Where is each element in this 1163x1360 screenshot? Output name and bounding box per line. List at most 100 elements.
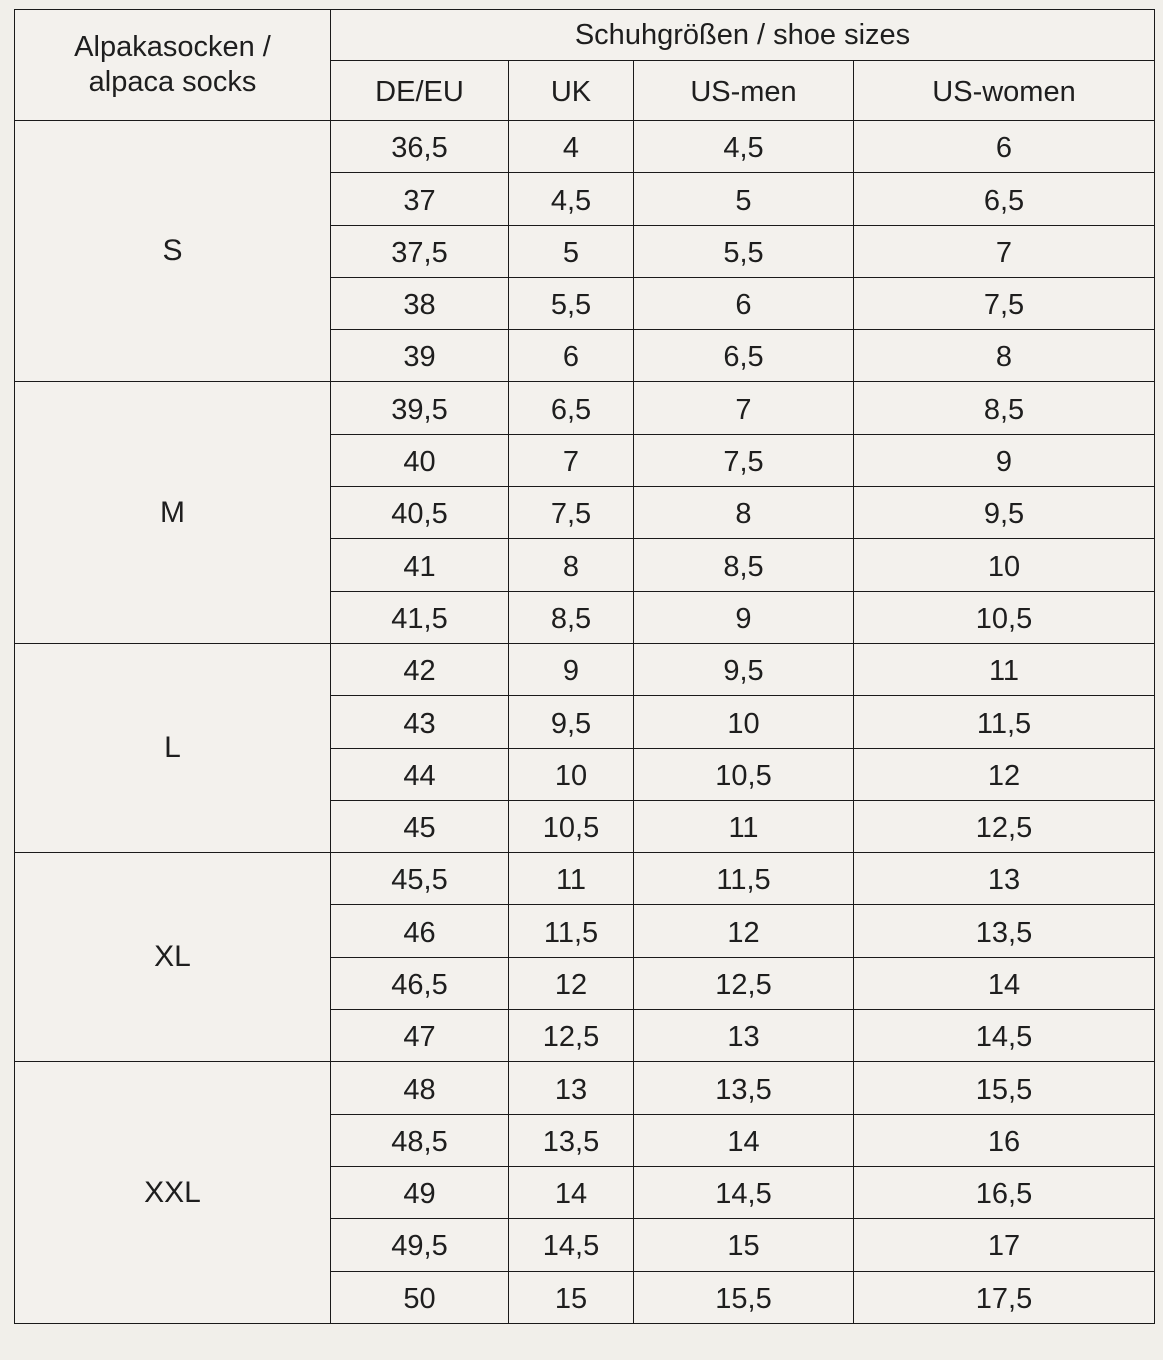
cell-uk: 13,5: [508, 1113, 634, 1167]
cell-us-men: 9,5: [633, 642, 854, 697]
cell-uk: 6: [508, 329, 634, 383]
cell-us-women: 14,5: [853, 1009, 1155, 1063]
table-row: 49 14 14,5 16,5: [15, 1165, 1155, 1220]
cell-us-men: 11: [633, 799, 854, 854]
cell-de-eu: 36,5: [330, 119, 509, 174]
sock-size-cell: S: [14, 119, 331, 383]
cell-us-women: 6: [853, 119, 1155, 174]
cell-us-women: 11,5: [853, 695, 1155, 749]
cell-us-women: 9: [853, 433, 1155, 488]
cell-de-eu: 39,5: [330, 381, 509, 435]
cell-us-men: 12,5: [633, 956, 854, 1011]
table-row: 49,5 14,5 15 17: [15, 1218, 1155, 1272]
cell-uk: 6,5: [508, 381, 634, 435]
table-row: 46 11,5 12 13,5: [15, 904, 1155, 958]
cell-uk: 7: [508, 433, 634, 488]
cell-us-men: 11,5: [633, 852, 854, 906]
cell-us-women: 7: [853, 224, 1155, 278]
cell-de-eu: 37: [330, 172, 509, 226]
cell-uk: 11: [508, 852, 634, 906]
cell-us-men: 5: [633, 172, 854, 226]
cell-de-eu: 47: [330, 1009, 509, 1063]
cell-us-women: 11: [853, 642, 1155, 697]
cell-uk: 14: [508, 1165, 634, 1220]
cell-uk: 8: [508, 538, 634, 592]
cell-us-women: 12: [853, 747, 1155, 801]
cell-de-eu: 50: [330, 1270, 509, 1324]
cell-uk: 12: [508, 956, 634, 1011]
cell-uk: 14,5: [508, 1218, 634, 1272]
cell-uk: 9,5: [508, 695, 634, 749]
cell-de-eu: 48,5: [330, 1113, 509, 1167]
table-row: 40 7 7,5 9: [15, 433, 1155, 488]
table-row: S 36,5 4 4,5 6: [14, 119, 1155, 383]
cell-us-women: 8: [853, 329, 1155, 383]
cell-uk: 13: [508, 1061, 634, 1115]
cell-us-men: 14: [633, 1113, 854, 1167]
cell-de-eu: 40: [330, 433, 509, 488]
cell-de-eu: 44: [330, 747, 509, 801]
cell-uk: 8,5: [508, 590, 634, 644]
cell-us-women: 6,5: [853, 172, 1155, 226]
cell-de-eu: 40,5: [330, 486, 509, 540]
sock-size-cell: M: [14, 381, 331, 644]
cell-de-eu: 49: [330, 1165, 509, 1220]
cell-de-eu: 45: [330, 799, 509, 854]
sock-size-cell: XXL: [14, 1061, 331, 1324]
cell-de-eu: 42: [330, 642, 509, 697]
table-body: S 36,5 4 4,5 6 37 4,5 5 6,5 37,5 5 5,5 7 38 5,5 6 7,5 39 6…: [14, 119, 1155, 1324]
col-header-us-men: US-men: [633, 60, 854, 121]
table-row: 39 6 6,5 8: [15, 329, 1155, 383]
cell-de-eu: 49,5: [330, 1218, 509, 1272]
cell-us-women: 16,5: [853, 1165, 1155, 1220]
cell-de-eu: 48: [330, 1061, 509, 1115]
cell-us-women: 13: [853, 852, 1155, 906]
cell-uk: 5,5: [508, 276, 634, 331]
sock-size-cell: XL: [14, 852, 331, 1063]
cell-uk: 10: [508, 747, 634, 801]
cell-de-eu: 46: [330, 904, 509, 958]
cell-uk: 11,5: [508, 904, 634, 958]
table-row: 37 4,5 5 6,5: [15, 172, 1155, 226]
cell-us-men: 9: [633, 590, 854, 644]
cell-us-women: 16: [853, 1113, 1155, 1167]
cell-us-men: 8,5: [633, 538, 854, 592]
shoe-sizes-header: Schuhgrößen / shoe sizes: [330, 9, 1155, 61]
cell-us-men: 6,5: [633, 329, 854, 383]
cell-de-eu: 45,5: [330, 852, 509, 906]
cell-us-men: 12: [633, 904, 854, 958]
cell-us-men: 15,5: [633, 1270, 854, 1324]
table-row: 45 10,5 11 12,5: [15, 799, 1155, 854]
cell-us-men: 13,5: [633, 1061, 854, 1115]
cell-uk: 5: [508, 224, 634, 278]
size-chart-table: Alpakasocken / alpaca socks Schuhgrößen …: [14, 9, 1155, 1324]
sock-size-header: Alpakasocken / alpaca socks: [14, 9, 331, 121]
col-header-uk: UK: [508, 60, 634, 121]
cell-us-women: 15,5: [853, 1061, 1155, 1115]
table-row: 46,5 12 12,5 14: [15, 956, 1155, 1011]
table-row: 37,5 5 5,5 7: [15, 224, 1155, 278]
cell-us-men: 14,5: [633, 1165, 854, 1220]
sock-header-line1: Alpakasocken /: [74, 31, 271, 64]
table-row: L 42 9 9,5 11: [14, 642, 1155, 854]
cell-us-men: 10,5: [633, 747, 854, 801]
cell-de-eu: 38: [330, 276, 509, 331]
cell-us-women: 12,5: [853, 799, 1155, 854]
cell-us-men: 7: [633, 381, 854, 435]
cell-us-men: 15: [633, 1218, 854, 1272]
cell-de-eu: 37,5: [330, 224, 509, 278]
cell-us-women: 13,5: [853, 904, 1155, 958]
cell-us-women: 10,5: [853, 590, 1155, 644]
table-row: 41 8 8,5 10: [15, 538, 1155, 592]
cell-de-eu: 46,5: [330, 956, 509, 1011]
sock-size-cell: L: [14, 642, 331, 854]
cell-uk: 4: [508, 119, 634, 174]
table-row: 47 12,5 13 14,5: [15, 1009, 1155, 1063]
cell-us-women: 14: [853, 956, 1155, 1011]
cell-us-women: 9,5: [853, 486, 1155, 540]
cell-us-men: 10: [633, 695, 854, 749]
cell-uk: 7,5: [508, 486, 634, 540]
table-row: 43 9,5 10 11,5: [15, 695, 1155, 749]
cell-us-men: 8: [633, 486, 854, 540]
cell-de-eu: 41,5: [330, 590, 509, 644]
